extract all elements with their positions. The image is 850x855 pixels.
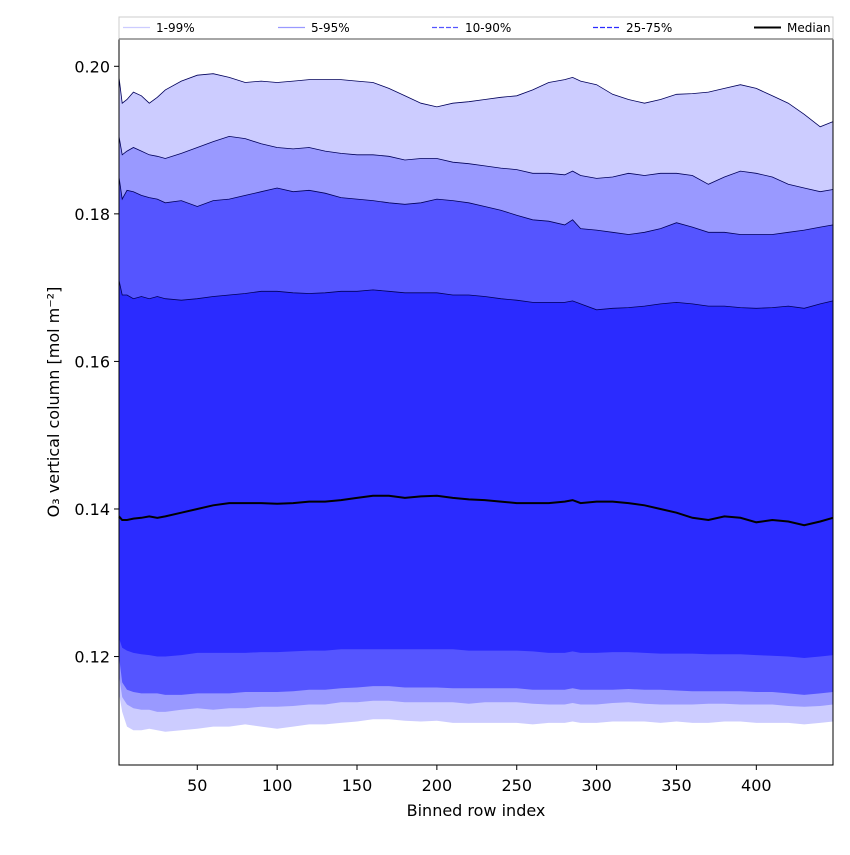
band-upper-edge-10-90pct xyxy=(118,176,834,235)
x-tick-label: 250 xyxy=(501,776,532,795)
legend-label-1-99pct: 1-99% xyxy=(156,21,195,35)
band-25-75pct xyxy=(119,280,833,658)
band-upper-edge-1-99pct xyxy=(118,73,834,128)
band-outline-layer xyxy=(118,73,834,311)
legend-label-25-75pct: 25-75% xyxy=(626,21,672,35)
x-tick-label: 100 xyxy=(262,776,293,795)
band-upper-edge-25-75pct xyxy=(118,280,834,311)
legend-label-median: Median xyxy=(787,21,831,35)
band-upper-edge-5-95pct xyxy=(118,135,834,193)
median-line xyxy=(118,494,834,527)
x-tick-label: 300 xyxy=(581,776,612,795)
y-axis-label: O₃ vertical column [mol m⁻²] xyxy=(44,287,63,518)
legend: 1-99% 5-95% 10-90% 25-75% Median xyxy=(118,16,834,40)
x-tick-label: 350 xyxy=(661,776,692,795)
y-axis: 0.12 0.14 0.16 0.18 0.20 xyxy=(74,57,119,667)
x-axis-label: Binned row index xyxy=(407,801,546,820)
x-tick-label: 150 xyxy=(342,776,373,795)
x-tick-label: 400 xyxy=(741,776,772,795)
legend-items: 1-99% 5-95% 10-90% 25-75% Median xyxy=(123,21,831,35)
legend-label-5-95pct: 5-95% xyxy=(311,21,350,35)
y-tick-label: 0.16 xyxy=(74,352,110,371)
y-tick-label: 0.12 xyxy=(74,648,110,667)
legend-label-10-90pct: 10-90% xyxy=(465,21,511,35)
band-layer xyxy=(119,73,833,732)
y-tick-label: 0.18 xyxy=(74,205,110,224)
x-tick-label: 200 xyxy=(422,776,453,795)
y-tick-label: 0.20 xyxy=(74,57,110,76)
x-axis: 50 100 150 200 250 300 350 400 xyxy=(187,765,772,795)
x-tick-label: 50 xyxy=(187,776,207,795)
median-layer xyxy=(118,494,834,527)
y-tick-label: 0.14 xyxy=(74,500,110,519)
